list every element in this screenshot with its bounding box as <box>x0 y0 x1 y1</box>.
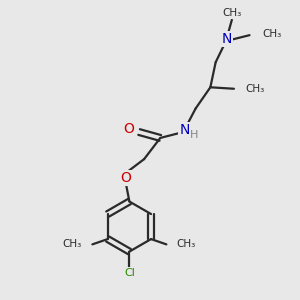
Text: CH₃: CH₃ <box>63 239 82 249</box>
Text: N: N <box>221 32 232 46</box>
Text: CH₃: CH₃ <box>223 8 242 18</box>
Text: Cl: Cl <box>124 268 135 278</box>
Text: O: O <box>120 171 131 185</box>
Text: N: N <box>180 123 190 137</box>
Text: CH₃: CH₃ <box>177 239 196 249</box>
Text: CH₃: CH₃ <box>245 84 264 94</box>
Text: H: H <box>190 130 199 140</box>
Text: O: O <box>123 122 134 136</box>
Text: CH₃: CH₃ <box>262 29 281 39</box>
